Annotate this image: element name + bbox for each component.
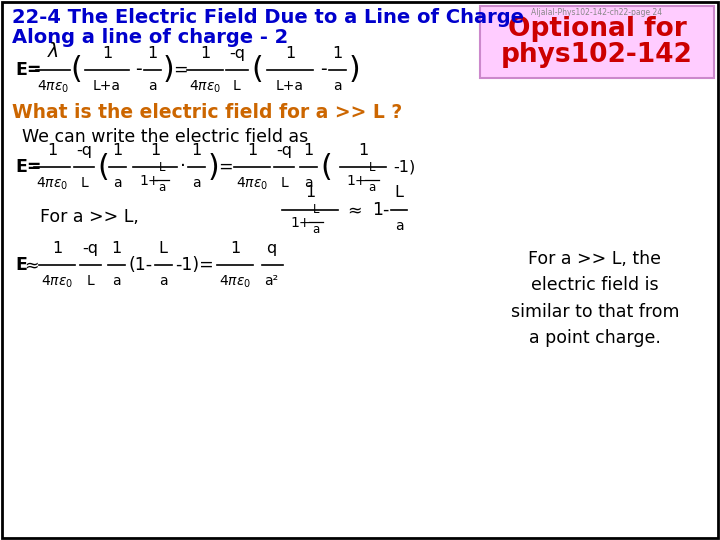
Text: -q: -q — [82, 241, 98, 256]
Text: 1: 1 — [52, 241, 62, 256]
Text: ≈: ≈ — [347, 201, 361, 219]
Text: 1+: 1+ — [290, 216, 310, 230]
Text: E=: E= — [15, 61, 42, 79]
Text: -q: -q — [229, 46, 245, 61]
Text: We can write the electric field as: We can write the electric field as — [22, 128, 308, 146]
Text: For a >> L,: For a >> L, — [40, 208, 139, 226]
Text: 1: 1 — [102, 46, 112, 61]
Text: ·: · — [180, 158, 186, 177]
Text: q: q — [266, 241, 276, 256]
Text: -: - — [135, 60, 141, 79]
Text: What is the electric field for a >> L ?: What is the electric field for a >> L ? — [12, 103, 402, 122]
Text: (: ( — [320, 152, 332, 181]
Text: =: = — [217, 158, 233, 176]
Text: -q: -q — [276, 143, 292, 158]
Text: -q: -q — [76, 143, 92, 158]
Text: E: E — [15, 256, 27, 274]
Text: ): ) — [207, 152, 219, 181]
Text: a: a — [312, 223, 320, 236]
Text: (: ( — [70, 56, 82, 84]
Text: L: L — [280, 176, 288, 190]
Text: -: - — [320, 60, 326, 79]
Text: L: L — [395, 185, 403, 200]
Text: (: ( — [97, 152, 109, 181]
Text: Optional for: Optional for — [508, 16, 686, 42]
Text: L+a: L+a — [276, 79, 304, 93]
Text: 1: 1 — [247, 143, 257, 158]
Text: L: L — [86, 274, 94, 288]
Text: ≈: ≈ — [24, 256, 38, 274]
Text: 1: 1 — [230, 241, 240, 256]
Text: 1: 1 — [111, 241, 121, 256]
Text: a: a — [158, 274, 167, 288]
Text: $4\pi\varepsilon_0$: $4\pi\varepsilon_0$ — [36, 176, 68, 192]
Text: 1: 1 — [150, 143, 160, 158]
Text: $4\pi\varepsilon_0$: $4\pi\varepsilon_0$ — [219, 274, 251, 291]
Text: a: a — [158, 181, 166, 194]
Text: 1: 1 — [305, 185, 315, 200]
Text: L: L — [80, 176, 88, 190]
Text: 1: 1 — [200, 46, 210, 61]
Text: L: L — [158, 161, 166, 174]
Text: 1: 1 — [191, 143, 201, 158]
Text: L: L — [158, 241, 168, 256]
Text: -1): -1) — [393, 159, 415, 174]
Text: E=: E= — [15, 158, 42, 176]
Text: Aljalal-Phys102-142-ch22-page 24: Aljalal-Phys102-142-ch22-page 24 — [531, 8, 662, 17]
Text: For a >> L, the
electric field is
similar to that from
a point charge.: For a >> L, the electric field is simila… — [510, 250, 679, 347]
Text: a: a — [112, 274, 120, 288]
Text: L: L — [233, 79, 241, 93]
Text: ): ) — [348, 56, 360, 84]
Text: L: L — [369, 161, 375, 174]
Text: a: a — [369, 181, 376, 194]
Text: phys102-142: phys102-142 — [501, 42, 693, 68]
Text: (: ( — [251, 56, 263, 84]
Text: 1: 1 — [147, 46, 157, 61]
Text: 1: 1 — [285, 46, 295, 61]
Text: $4\pi\varepsilon_0$: $4\pi\varepsilon_0$ — [41, 274, 73, 291]
Text: 1+: 1+ — [346, 174, 366, 188]
Text: 1: 1 — [112, 143, 122, 158]
Text: (1-: (1- — [128, 256, 152, 274]
Text: a: a — [192, 176, 200, 190]
Text: a: a — [113, 176, 121, 190]
Text: 1: 1 — [47, 143, 57, 158]
Text: 1: 1 — [303, 143, 313, 158]
Text: L: L — [312, 203, 319, 216]
Text: 1+: 1+ — [139, 174, 160, 188]
Text: -1)=: -1)= — [175, 256, 214, 274]
Text: a: a — [395, 219, 403, 233]
Text: $4\pi\varepsilon_0$: $4\pi\varepsilon_0$ — [189, 79, 221, 96]
Text: ): ) — [162, 56, 174, 84]
Text: Along a line of charge - 2: Along a line of charge - 2 — [12, 28, 288, 47]
Text: $4\pi\varepsilon_0$: $4\pi\varepsilon_0$ — [37, 79, 69, 96]
Text: a: a — [333, 79, 341, 93]
Bar — [480, 6, 714, 78]
Text: 1: 1 — [332, 46, 342, 61]
Text: 1: 1 — [358, 143, 368, 158]
Text: 1-: 1- — [372, 201, 390, 219]
Text: 22-4 The Electric Field Due to a Line of Charge: 22-4 The Electric Field Due to a Line of… — [12, 8, 524, 27]
Text: L+a: L+a — [93, 79, 121, 93]
Text: a: a — [304, 176, 312, 190]
Text: a²: a² — [264, 274, 278, 288]
Text: λ: λ — [48, 42, 58, 61]
Text: $4\pi\varepsilon_0$: $4\pi\varepsilon_0$ — [236, 176, 268, 192]
Text: =: = — [173, 61, 187, 79]
Text: a: a — [148, 79, 156, 93]
